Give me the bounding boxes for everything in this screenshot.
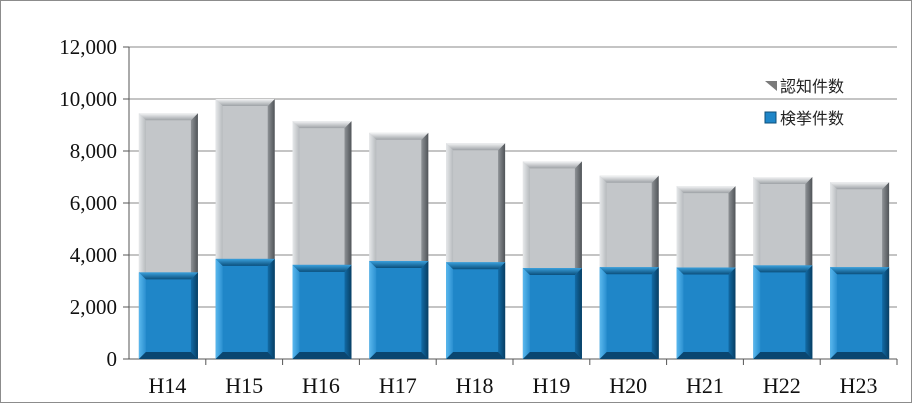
bar-arrests-H20-bevel-left (599, 267, 607, 359)
y-tick-label: 10,000 (59, 87, 117, 111)
bar-arrests-H23-bevel-bottom (830, 352, 890, 359)
bar-recognized-H14-bevel-top (138, 113, 198, 121)
bar-arrests-H20-bevel-right (651, 267, 659, 359)
legend-entry-recognized: 認知件数 (765, 77, 844, 96)
bar-arrests-H19 (522, 268, 582, 359)
bar-arrests-H17-bevel-right (421, 260, 429, 359)
legend-marker-arrests (764, 111, 777, 124)
bar-arrests-H19-bevel-left (522, 268, 530, 359)
bar-arrests-H16 (292, 264, 352, 359)
bar-arrests-H20 (599, 267, 659, 359)
bar-arrests-H22-bevel-left (753, 265, 761, 359)
bar-arrests-H16-face (292, 264, 352, 359)
bar-arrests-H21-bevel-left (676, 267, 684, 359)
bar-arrests-H21-bevel-right (728, 267, 736, 359)
legend-marker-recognized (765, 81, 777, 91)
bar-arrests-H18-bevel-top (446, 262, 506, 270)
legend-entry-arrests: 検挙件数 (764, 109, 844, 128)
bar-arrests-H20-bevel-bottom (599, 352, 659, 359)
bar-arrests-H16-bevel-right (344, 264, 352, 359)
bar-arrests-H17-face (369, 260, 429, 359)
bar-arrests-H14-bevel-top (138, 272, 198, 280)
bars (138, 99, 890, 359)
bar-arrests-H19-face (522, 268, 582, 359)
bar-arrests-H20-face (599, 267, 659, 359)
bar-recognized-H19-bevel-top (522, 161, 582, 169)
bar-arrests-H18-bevel-left (446, 262, 454, 359)
bar-arrests-H18-bevel-bottom (446, 352, 506, 359)
bar-arrests-H19-bevel-top (522, 268, 582, 275)
bar-arrests-H14 (138, 272, 198, 359)
y-tick-label: 0 (107, 347, 118, 371)
bar-arrests-H15-bevel-bottom (215, 352, 275, 359)
bar-recognized-H21-bevel-top (676, 186, 736, 194)
bar-arrests-H16-bevel-left (292, 264, 300, 359)
bar-arrests-H18 (446, 262, 506, 359)
bar-arrests-H15-bevel-top (215, 258, 275, 266)
bar-arrests-H14-bevel-left (138, 272, 146, 359)
bar-arrests-H19-bevel-right (574, 268, 582, 359)
bar-arrests-H22-bevel-bottom (753, 352, 813, 359)
x-tick-label: H19 (532, 373, 570, 398)
bar-arrests-H22-bevel-right (805, 265, 813, 359)
bar-arrests-H15-bevel-left (215, 258, 223, 359)
bar-recognized-H20-bevel-top (599, 175, 659, 183)
legend-label-arrests: 検挙件数 (780, 109, 844, 128)
y-tick-labels: 0 2,000 4,000 6,000 8,000 10,000 12,000 (59, 35, 117, 371)
x-tick-label: H17 (379, 373, 417, 398)
bar-arrests-H20-bevel-top (599, 267, 659, 275)
bar-arrests-H22 (753, 265, 813, 359)
legend-label-recognized: 認知件数 (780, 77, 844, 96)
bar-arrests-H19-bevel-bottom (522, 352, 582, 359)
x-tick-label: H18 (456, 373, 494, 398)
bar-arrests-H18-bevel-right (498, 262, 506, 359)
bar-arrests-H14-bevel-right (190, 272, 198, 359)
bar-arrests-H16-bevel-top (292, 264, 352, 272)
bar-arrests-H14-face (138, 272, 198, 359)
bar-recognized-H23-bevel-top (830, 182, 890, 190)
x-tick-label: H22 (763, 373, 801, 398)
x-tick-labels: H14 H15 H16 H17 H18 H19 H20 H21 H22 H23 (148, 373, 877, 398)
x-tick-label: H15 (225, 373, 263, 398)
bar-recognized-H17-bevel-top (369, 132, 429, 140)
x-tick-label: H20 (609, 373, 647, 398)
y-tick-label: 8,000 (70, 139, 117, 163)
bar-recognized-H15-bevel-top (215, 99, 275, 106)
x-tick-label: H23 (840, 373, 878, 398)
bar-arrests-H17-bevel-left (369, 260, 377, 359)
bar-arrests-H22-face (753, 265, 813, 359)
bar-arrests-H17 (369, 260, 429, 359)
bar-recognized-H22-bevel-top (753, 177, 813, 184)
bar-arrests-H23-face (830, 267, 890, 359)
x-tick-label: H14 (148, 373, 186, 398)
y-tick-label: 2,000 (70, 295, 117, 319)
bar-arrests-H16-bevel-bottom (292, 352, 352, 359)
bar-arrests-H23-bevel-top (830, 267, 890, 275)
legend: 認知件数 検挙件数 (764, 77, 844, 128)
bar-arrests-H21-bevel-bottom (676, 352, 736, 359)
bar-arrests-H15-face (215, 258, 275, 359)
bar-recognized-H16-bevel-top (292, 121, 352, 129)
bar-arrests-H22-bevel-top (753, 265, 813, 273)
bar-arrests-H14-bevel-bottom (138, 352, 198, 359)
bar-arrests-H18-face (446, 262, 506, 359)
bar-arrests-H17-bevel-bottom (369, 352, 429, 359)
bar-arrests-H21 (676, 267, 736, 359)
bar-arrests-H21-bevel-top (676, 267, 736, 275)
y-tick-label: 4,000 (70, 243, 117, 267)
bar-arrests-H23-bevel-left (830, 267, 838, 359)
bar-arrests-H23 (830, 267, 890, 359)
y-tick-label: 12,000 (59, 35, 117, 59)
bar-arrests-H23-bevel-right (882, 267, 890, 359)
bar-arrests-H21-face (676, 267, 736, 359)
x-tick-label: H16 (302, 373, 340, 398)
x-tick-label: H21 (686, 373, 724, 398)
bar-arrests-H17-bevel-top (369, 260, 429, 268)
bar-recognized-H18-bevel-top (446, 143, 506, 151)
y-tick-label: 6,000 (70, 191, 117, 215)
bar-arrests-H15-bevel-right (267, 258, 275, 359)
bar-arrests-H15 (215, 258, 275, 359)
